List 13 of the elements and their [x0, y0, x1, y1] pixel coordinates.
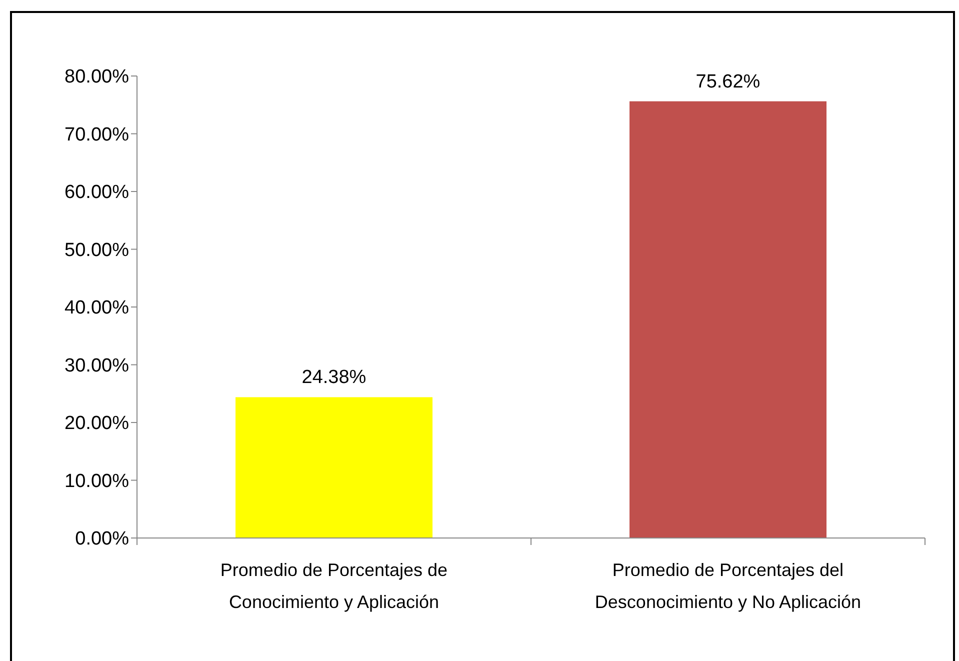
data-label: 24.38%	[302, 367, 366, 388]
y-tick-label: 70.00%	[64, 124, 130, 146]
y-tick-label: 50.00%	[64, 240, 130, 261]
y-tick-label: 60.00%	[64, 182, 130, 204]
x-tick-label: Promedio de Porcentajes de Conocimiento y Aplicación	[220, 560, 448, 612]
y-tick-label: 80.00%	[64, 66, 130, 88]
y-tick-label: 10.00%	[64, 470, 130, 492]
data-label: 75.62%	[696, 71, 760, 92]
y-tick-label: 30.00%	[64, 355, 130, 376]
y-tick-label: 0.00%	[75, 528, 130, 550]
y-tick-label: 20.00%	[64, 413, 130, 434]
y-tick-label: 40.00%	[64, 298, 130, 319]
x-tick-label: Promedio de Porcentajes del Desconocimiento y No Aplicación	[594, 560, 862, 612]
